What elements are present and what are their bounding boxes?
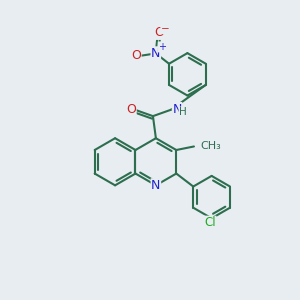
Text: H: H bbox=[179, 107, 187, 117]
Text: Cl: Cl bbox=[204, 216, 216, 229]
Text: N: N bbox=[151, 179, 160, 192]
Text: O: O bbox=[126, 103, 136, 116]
Text: N: N bbox=[151, 47, 160, 60]
Text: O: O bbox=[154, 26, 164, 39]
Text: −: − bbox=[161, 24, 170, 34]
Text: CH₃: CH₃ bbox=[201, 141, 221, 151]
Text: N: N bbox=[172, 103, 182, 116]
Text: +: + bbox=[158, 42, 166, 52]
Text: O: O bbox=[131, 49, 141, 62]
